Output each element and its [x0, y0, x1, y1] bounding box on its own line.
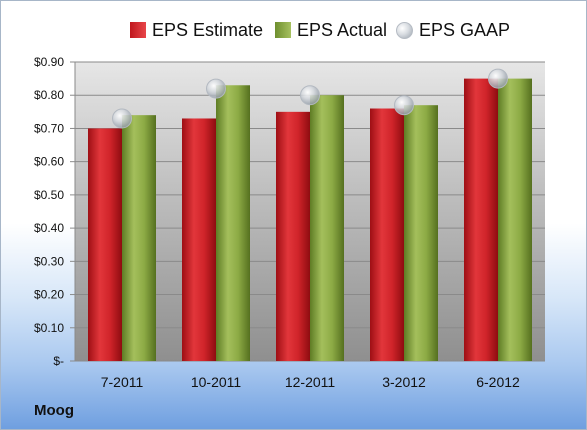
bar-eps-estimate — [276, 111, 310, 361]
y-tick-label: $0.50 — [34, 188, 64, 202]
bar-eps-estimate — [370, 108, 404, 361]
bar-series — [88, 78, 532, 362]
bar-eps-actual — [122, 115, 156, 362]
legend-item-actual: EPS Actual — [275, 17, 387, 43]
company-name: Moog — [34, 402, 74, 419]
y-tick-label: $0.80 — [34, 88, 64, 102]
x-category-label: 7-2011 — [101, 374, 144, 390]
bar-eps-estimate — [88, 128, 122, 361]
y-tick-label: $0.70 — [34, 121, 64, 135]
x-category-label: 10-2011 — [191, 374, 242, 390]
bar-eps-actual — [404, 105, 438, 361]
bar-eps-actual — [498, 78, 532, 361]
y-tick-label: $0.10 — [34, 321, 64, 335]
legend-swatch-gaap — [396, 21, 413, 39]
y-tick-label: $0.40 — [34, 221, 64, 235]
legend-item-gaap: EPS GAAP — [396, 17, 510, 43]
x-category-label: 3-2012 — [382, 374, 426, 390]
legend-label-gaap: EPS GAAP — [419, 19, 511, 40]
marker-eps-gaap — [300, 85, 320, 106]
marker-eps-gaap — [394, 95, 414, 116]
x-axis-categories: 7-2011 10-2011 12-2011 3-2012 6-2012 — [101, 374, 520, 390]
gaap-markers — [112, 68, 508, 129]
y-tick-label: $0.20 — [34, 288, 64, 302]
legend-swatch-estimate — [130, 22, 146, 38]
y-axis-ticks: $- $0.10 $0.20 $0.30 $0.40 $0.50 $0.60 $0.70 $0.… — [34, 55, 64, 368]
y-tick-label: $0.90 — [34, 55, 64, 69]
x-category-label: 6-2012 — [476, 374, 520, 390]
y-tick-label: $- — [53, 354, 64, 368]
x-category-label: 12-2011 — [285, 374, 336, 390]
legend-swatch-actual — [275, 22, 291, 38]
y-tick-label: $0.60 — [34, 155, 64, 169]
bar-eps-actual — [216, 85, 250, 361]
marker-eps-gaap — [112, 108, 132, 129]
legend-label-estimate: EPS Estimate — [152, 19, 264, 40]
legend-label-actual: EPS Actual — [297, 19, 388, 40]
marker-eps-gaap — [488, 68, 508, 89]
bar-eps-actual — [310, 95, 344, 361]
bar-eps-estimate — [182, 118, 216, 361]
marker-eps-gaap — [206, 78, 226, 99]
y-tick-label: $0.30 — [34, 254, 64, 268]
bar-eps-estimate — [464, 78, 498, 361]
legend-item-estimate: EPS Estimate — [130, 17, 263, 43]
legend: EPS Estimate EPS Actual EPS GAAP — [1, 17, 586, 43]
